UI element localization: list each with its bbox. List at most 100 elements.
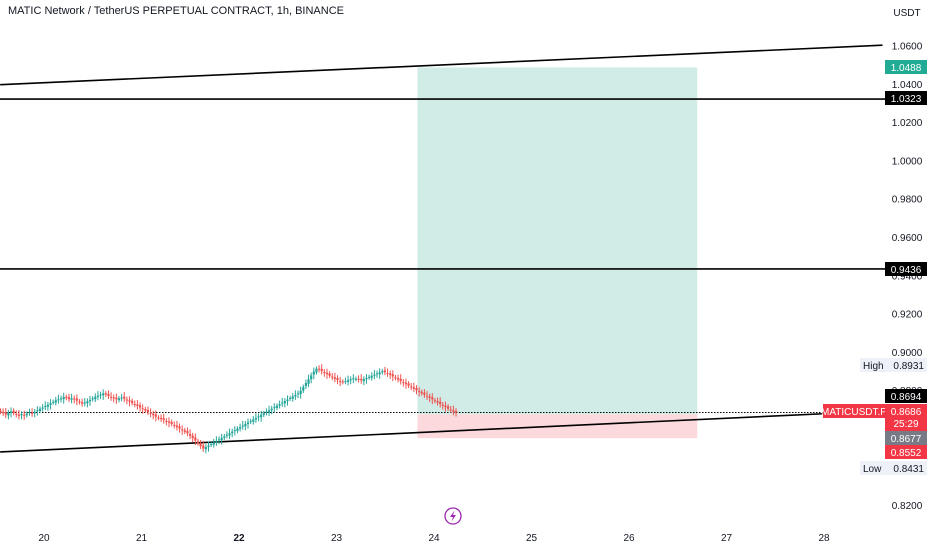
candle [447,404,450,411]
candle-body [246,422,250,425]
candle-body [328,373,331,376]
svg-text:MATICUSDT.P: MATICUSDT.P [821,407,887,418]
candle-body [241,425,244,427]
candle [131,398,134,406]
candle [183,427,186,434]
candle [304,379,308,389]
candle [265,408,268,416]
y-tick-label: 0.9600 [892,233,923,244]
candle-body [112,397,115,399]
lightning-icon[interactable] [444,507,462,525]
candle-body [315,368,318,373]
candle-body [210,443,213,445]
candle [138,402,142,412]
candle [7,409,10,420]
candle [81,398,84,407]
candle [152,410,155,420]
candle [307,374,310,388]
candle-body [310,375,313,380]
candle-body [323,371,326,373]
candle [4,407,7,419]
candle-body [212,442,215,445]
candle [78,399,81,405]
candle-body [394,377,397,379]
candle [2,408,5,417]
candle [154,410,157,422]
candle [373,370,376,380]
candle [349,376,352,385]
x-tick-label: 28 [818,533,830,544]
price-tag-trendline: 0.8694 [885,389,927,403]
candle [431,393,434,405]
candle [9,407,13,418]
candle-body [447,406,450,409]
candle-body [312,371,315,375]
candle-body [88,399,92,402]
candle [410,383,413,391]
candle [378,368,381,379]
candle [299,386,302,399]
candle-body [346,380,350,382]
candle [360,374,363,384]
candle [167,417,171,428]
candle [328,371,331,379]
candle [262,410,265,418]
candle [270,405,273,415]
x-tick-label: 25 [526,533,538,544]
candle [120,393,123,402]
candle [452,405,455,416]
candle [217,436,221,445]
candle-body [109,396,113,398]
candle [0,408,2,415]
candle [88,395,92,406]
candle [33,408,36,418]
candle [57,394,60,404]
candle-body [157,417,160,419]
svg-text:0.8931: 0.8931 [893,361,924,372]
candle-body [425,395,429,397]
candle [23,410,26,420]
candle-body [257,416,260,418]
x-tick-label: 23 [331,533,343,544]
candle [52,399,55,405]
candle [225,431,229,439]
candle-body [44,406,47,408]
candle [67,393,71,402]
candle [386,368,389,377]
candle [254,413,257,423]
candle-body [170,421,173,425]
candle-body [46,404,49,407]
candle-body [278,404,281,406]
candle-body [339,380,342,382]
candle [25,411,28,418]
candle [65,394,68,401]
candle-body [99,394,102,396]
candle-body [407,383,410,386]
candle-body [107,393,110,397]
candle [162,413,165,424]
trendline [0,44,883,86]
candle-body [131,400,134,404]
candle-body [217,439,221,441]
candle-body [436,401,439,403]
candle-body [23,414,26,416]
candle-body [152,413,155,416]
candle-body [104,393,107,395]
candle-body [220,437,223,441]
candle-body [67,397,71,400]
candle [273,403,276,413]
candle [157,415,160,421]
price-tag-resistance-1: 1.0323 [885,91,927,105]
candle [210,441,213,448]
candle-body [204,447,207,450]
candle-body [362,379,365,382]
candle-body [270,408,273,411]
candle-body [260,414,263,418]
candle [260,410,263,422]
candle [20,411,23,420]
candle-body [125,399,128,401]
candle [212,438,215,448]
candle-body [186,430,189,434]
candle [352,374,355,384]
